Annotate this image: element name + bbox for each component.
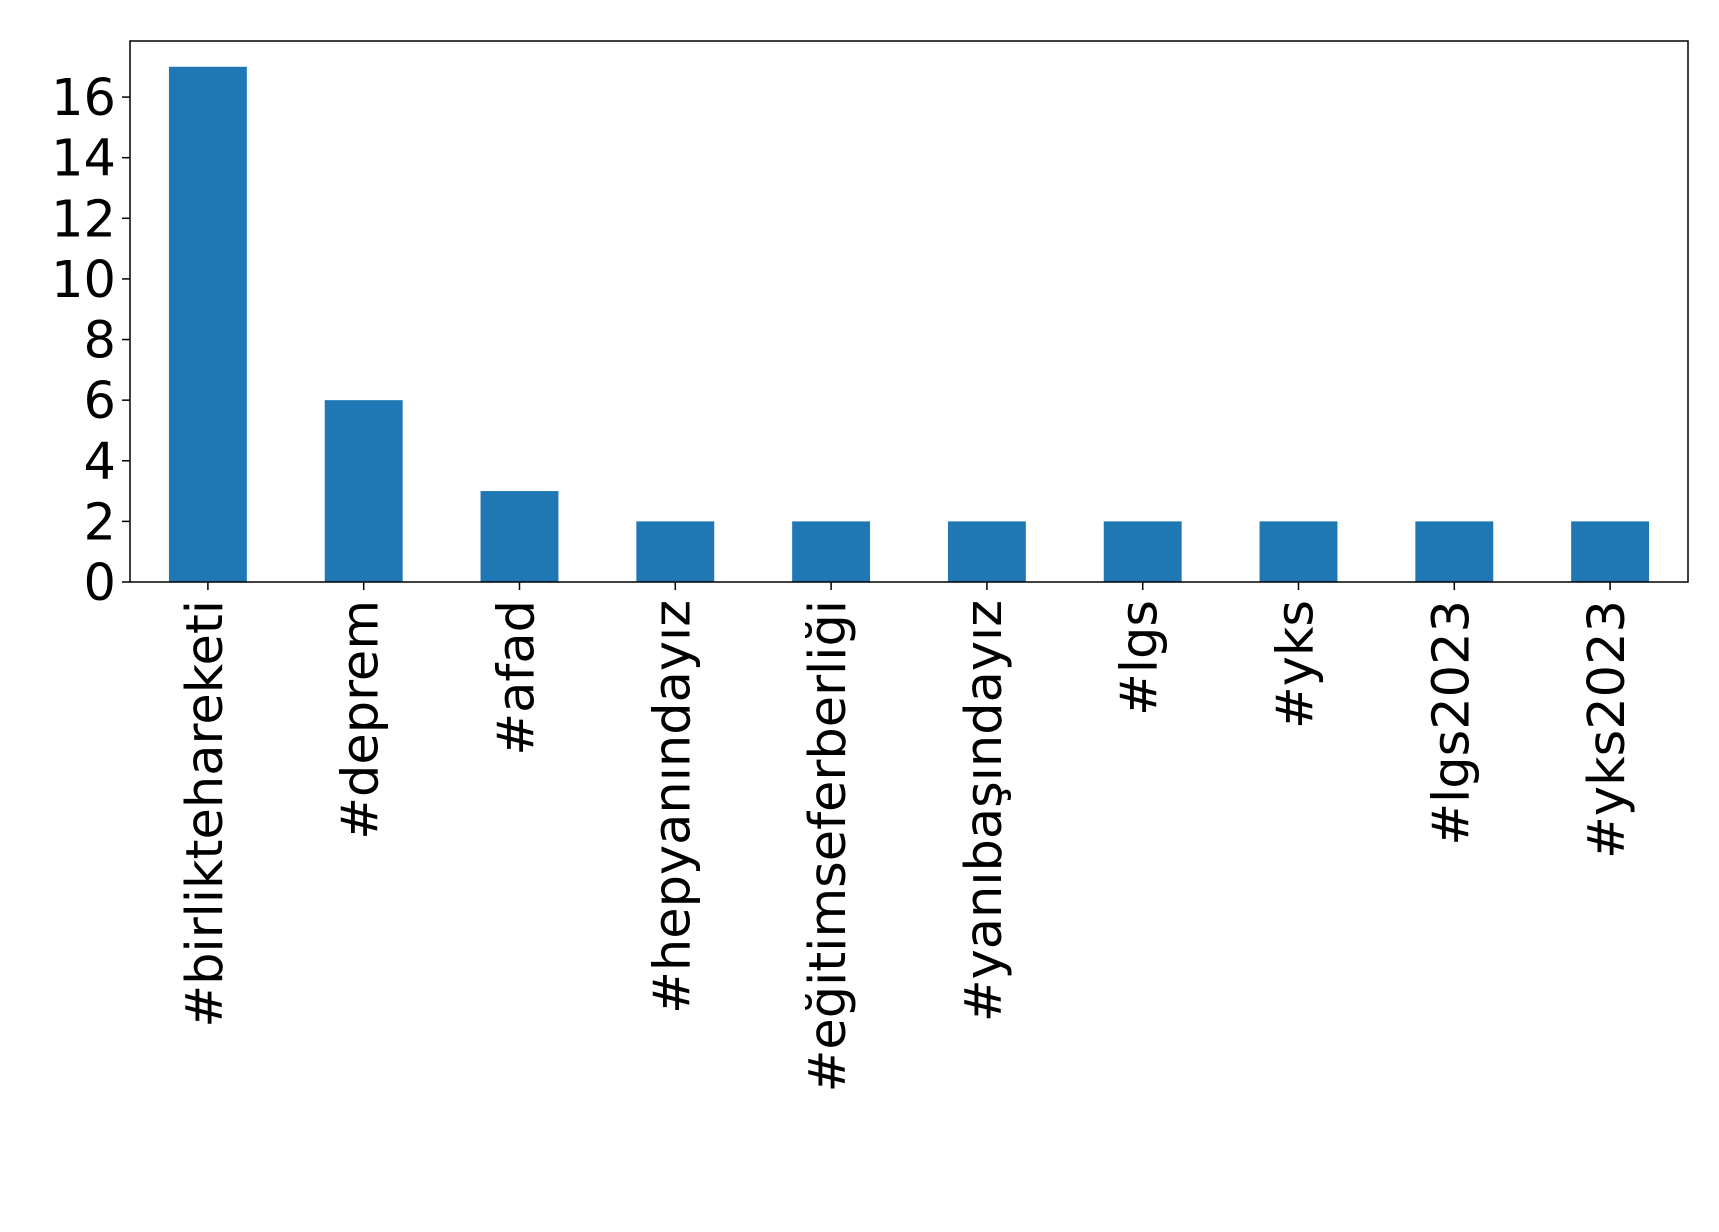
bar <box>1415 521 1494 582</box>
bar <box>324 400 403 582</box>
bar <box>1103 521 1182 582</box>
x-tick-label: #lgs2023 <box>1422 600 1481 846</box>
x-tick-label: #yks <box>1267 600 1326 729</box>
bar <box>480 491 559 582</box>
plot-frame <box>129 40 1689 583</box>
x-tick-label: #afad <box>488 600 547 756</box>
y-tick-label: 14 <box>51 130 116 189</box>
bar <box>1259 521 1338 582</box>
y-tick-label: 8 <box>84 312 116 371</box>
bar <box>168 66 247 582</box>
y-tick-label: 6 <box>84 372 116 431</box>
x-tick-label: #birliktehareketi <box>176 600 235 1028</box>
y-tick-label: 0 <box>84 554 116 613</box>
bar <box>947 521 1026 582</box>
bar <box>636 521 715 582</box>
x-tick-label: #yanıbaşındayız <box>955 600 1014 1022</box>
y-tick-label: 12 <box>51 190 116 249</box>
y-tick-label: 2 <box>84 493 116 552</box>
bar <box>792 521 871 582</box>
x-tick-label: #lgs <box>1111 600 1170 716</box>
x-tick-label: #eğitimseferberliği <box>799 600 858 1092</box>
x-tick-label: #deprem <box>332 600 391 840</box>
y-tick-label: 10 <box>51 251 116 310</box>
x-tick-label: #hepyanındayız <box>643 600 702 1014</box>
y-tick-label: 4 <box>84 433 116 492</box>
x-tick-label: #yks2023 <box>1578 600 1637 859</box>
bar <box>1571 521 1650 582</box>
y-tick-label: 16 <box>51 69 116 128</box>
